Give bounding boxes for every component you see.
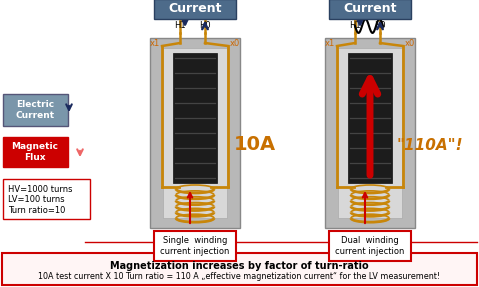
FancyBboxPatch shape: [338, 48, 402, 218]
Text: Single  winding
current injection: Single winding current injection: [160, 236, 230, 256]
FancyBboxPatch shape: [154, 0, 236, 19]
Text: x0: x0: [230, 38, 240, 48]
Text: Dual  winding
current injection: Dual winding current injection: [335, 236, 405, 256]
FancyBboxPatch shape: [3, 137, 68, 167]
FancyBboxPatch shape: [348, 53, 392, 183]
FancyBboxPatch shape: [173, 53, 217, 183]
Text: Electric
Current: Electric Current: [15, 100, 55, 120]
Text: Current: Current: [343, 3, 397, 15]
Text: Magnetization increases by factor of turn-ratio: Magnetization increases by factor of tur…: [110, 261, 368, 271]
FancyBboxPatch shape: [2, 253, 477, 285]
FancyBboxPatch shape: [3, 94, 68, 126]
Text: x0: x0: [405, 38, 415, 48]
Text: Current: Current: [168, 3, 222, 15]
FancyBboxPatch shape: [325, 38, 415, 228]
FancyBboxPatch shape: [150, 38, 240, 228]
Text: H0: H0: [374, 21, 386, 30]
Text: Magnetic
Flux: Magnetic Flux: [11, 142, 58, 162]
Text: 10A test current X 10 Turn ratio = 110 A „effective magnetization current“ for t: 10A test current X 10 Turn ratio = 110 A…: [38, 272, 440, 281]
Text: H1: H1: [174, 21, 186, 30]
FancyBboxPatch shape: [329, 231, 411, 261]
Text: 10A: 10A: [234, 135, 276, 154]
Text: HV=1000 turns
LV=100 turns
Turn ratio=10: HV=1000 turns LV=100 turns Turn ratio=10: [8, 185, 72, 215]
FancyBboxPatch shape: [3, 179, 90, 219]
FancyBboxPatch shape: [154, 231, 236, 261]
Text: H0: H0: [199, 21, 211, 30]
Text: x1: x1: [325, 38, 335, 48]
FancyBboxPatch shape: [329, 0, 411, 19]
Text: x1: x1: [150, 38, 160, 48]
Text: H1: H1: [349, 21, 361, 30]
FancyBboxPatch shape: [163, 48, 227, 218]
Text: "110A"!: "110A"!: [397, 137, 463, 152]
